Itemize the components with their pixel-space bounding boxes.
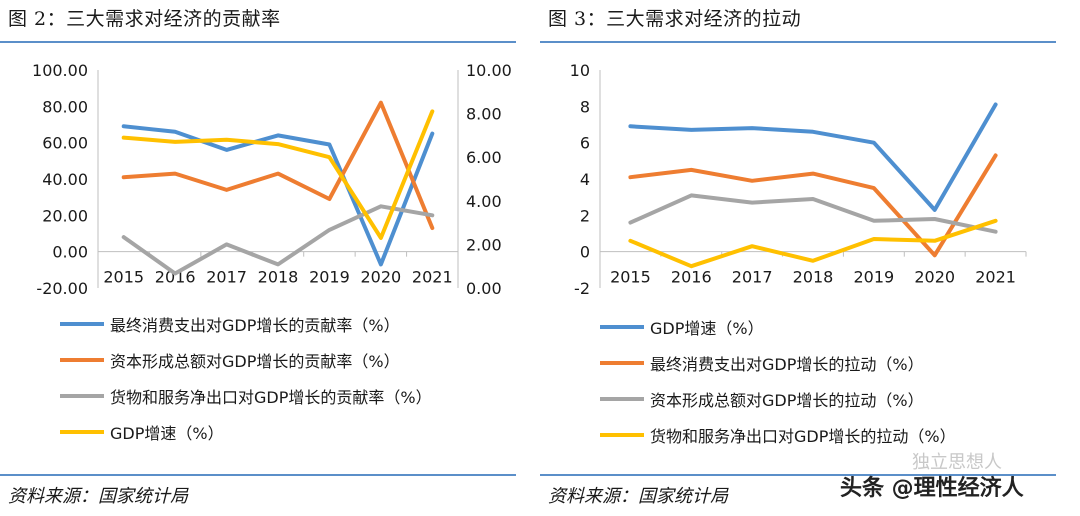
left-legend-label: 货物和服务净出口对GDP增长的贡献率（%） [110,388,432,407]
right-left-tick-label: -2 [574,279,590,295]
left-left-tick-label: -20.00 [36,279,88,295]
left-series-line-4 [121,109,435,240]
left-figure-panel: 图 2：三大需求对经济的贡献率 100.00 80.00 60.00 40.00 20.… [0,0,520,516]
left-series-line-3 [121,204,435,276]
right-legend-item: GDP增速（%） [600,315,764,339]
left-legend-label: 资本形成总额对GDP增长的贡献率（%） [110,352,400,371]
right-top-rule [540,41,1056,43]
left-x-tick-label: 2021 [412,268,453,287]
left-right-tick-label: 8.00 [466,105,502,124]
left-legend-swatch [60,430,104,434]
right-bottom-rule [540,474,1056,476]
left-left-tick-label: 20.00 [42,206,88,225]
left-left-tick-label: 40.00 [42,170,88,189]
left-source-note: 资料来源：国家统计局 [8,486,188,507]
left-legend-swatch [60,394,104,398]
right-figure-panel: 图 3：三大需求对经济的拉动 10 8 6 4 2 0 -2 2015 2016 2017 2018… [540,0,1060,516]
right-figure-title: 图 3：三大需求对经济的拉动 [548,8,802,30]
left-legend-item: GDP增速（%） [60,420,224,444]
right-legend-item: 货物和服务净出口对GDP增长的拉动（%） [600,423,956,447]
right-left-tick-label: 8 [580,97,590,116]
right-legend-item: 最终消费支出对GDP增长的拉动（%） [600,351,924,375]
left-figure-title: 图 2：三大需求对经济的贡献率 [8,8,281,30]
right-left-tick-label: 0 [580,243,590,262]
right-source-note: 资料来源：国家统计局 [548,486,728,507]
right-legend-item: 资本形成总额对GDP增长的拉动（%） [600,387,924,411]
right-line-chart: 10 8 6 4 2 0 -2 2015 2016 2017 2018 2019 2020 2021 [570,61,1027,295]
left-x-tick-label: 2019 [309,268,350,287]
left-left-tick-label: 0.00 [52,243,88,262]
left-x-tick-label: 2018 [258,268,299,287]
right-x-tick-label: 2017 [732,268,773,287]
right-left-tick-label: 6 [580,134,590,153]
right-x-tick-label: 2016 [671,268,712,287]
left-right-tick-label: 4.00 [466,192,502,211]
left-right-tick-label: 2.00 [466,235,502,254]
left-line-chart: 100.00 80.00 60.00 40.00 20.00 0.00 -20.00 10.0… [32,61,512,295]
left-series-line-2 [121,100,435,230]
left-legend-item: 资本形成总额对GDP增长的贡献率（%） [60,348,400,372]
right-x-tick-label: 2018 [793,268,834,287]
right-legend-swatch [600,433,644,437]
right-series-line-1 [628,102,998,212]
right-x-tick-label: 2019 [853,268,894,287]
left-bottom-rule [0,474,516,476]
left-x-tick-label: 2016 [155,268,196,287]
left-legend-swatch [60,358,104,362]
left-left-tick-label: 80.00 [42,97,88,116]
left-x-tick-label: 2020 [360,268,401,287]
left-left-tick-label: 100.00 [32,61,88,80]
left-right-tick-label: 0.00 [466,279,502,295]
left-legend-swatch [60,322,104,326]
right-left-tick-label: 2 [580,206,590,225]
right-left-tick-label: 10 [570,61,590,80]
right-left-tick-label: 4 [580,170,590,189]
right-x-tick-label: 2020 [914,268,955,287]
right-legend-label: 最终消费支出对GDP增长的拉动（%） [650,355,924,374]
left-right-tick-label: 10.00 [466,61,512,80]
right-legend-swatch [600,397,644,401]
right-x-tick-label: 2015 [610,268,651,287]
right-legend-swatch [600,361,644,365]
left-left-tick-label: 60.00 [42,134,88,153]
watermark: 头条 @理性经济人 [840,476,1024,501]
left-legend-label: 最终消费支出对GDP增长的贡献率（%） [110,316,400,335]
right-legend-label: 货物和服务净出口对GDP增长的拉动（%） [650,427,956,446]
right-legend-label: GDP增速（%） [650,319,764,338]
right-legend-label: 资本形成总额对GDP增长的拉动（%） [650,391,924,410]
right-series-line-2 [628,153,998,258]
right-x-tick-label: 2021 [975,268,1016,287]
right-legend-swatch [600,325,644,329]
left-right-tick-label: 6.00 [466,148,502,167]
right-series-line-4 [628,218,998,269]
left-x-tick-label: 2017 [206,268,247,287]
left-legend-item: 最终消费支出对GDP增长的贡献率（%） [60,312,400,336]
left-legend-item: 货物和服务净出口对GDP增长的贡献率（%） [60,384,432,408]
left-top-rule [0,41,516,43]
left-legend-label: GDP增速（%） [110,424,224,443]
left-x-tick-label: 2015 [103,268,144,287]
right-series-line-3 [628,193,998,234]
faint-watermark: 独立思想人 [912,452,1002,473]
left-series-line-1 [121,124,435,267]
